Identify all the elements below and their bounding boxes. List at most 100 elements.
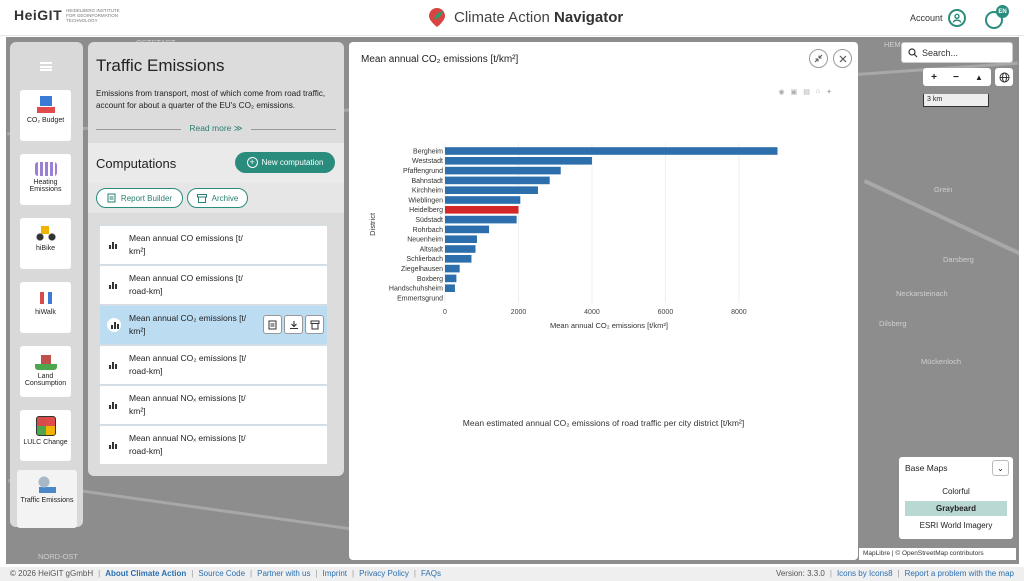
- chart-modal: Mean annual CO₂ emissions [t/km²] ◉ ▣ ▤ …: [349, 42, 858, 560]
- tool-hibike[interactable]: hiBike: [20, 218, 71, 269]
- language-selector[interactable]: EN: [984, 5, 1010, 31]
- y-tick-label: Boxberg: [417, 276, 443, 283]
- basemap-option-selected[interactable]: Graybeard: [905, 501, 1007, 516]
- tool-co2-budget[interactable]: CO₂ Budget: [20, 90, 71, 141]
- map-label: NORD-OST: [38, 552, 78, 561]
- app-title: Climate Action Navigator: [426, 6, 623, 28]
- basemap-option[interactable]: ESRI World Imagery: [919, 521, 993, 530]
- list-item[interactable]: Mean annual CO emissions [t/km²]: [100, 226, 327, 265]
- bar-chart-icon: [109, 441, 117, 449]
- autoscale-icon[interactable]: ✦: [826, 89, 832, 96]
- read-more-link[interactable]: Read more ≫: [96, 123, 336, 134]
- map-label: Darsberg: [943, 255, 974, 264]
- tool-traffic-emissions[interactable]: Traffic Emissions: [17, 470, 77, 528]
- plot-area[interactable]: ◉ ▣ ▤ ⌂ ✦ 0 2000 4000 6000 8000 Bergheim Wests…: [363, 83, 844, 403]
- archive-item-button[interactable]: [305, 315, 324, 334]
- archive-button[interactable]: Archive: [187, 188, 248, 208]
- report-builder-button[interactable]: Report Builder: [96, 188, 183, 208]
- menu-icon[interactable]: [40, 62, 52, 71]
- basemap-option[interactable]: Colorful: [942, 487, 970, 496]
- download-button[interactable]: [284, 315, 303, 334]
- item-title: Mean annual CO emissions [t/: [129, 233, 243, 243]
- account-label: Account: [910, 13, 943, 23]
- basemap-switcher: Base Maps ⌄ Colorful Graybeard ESRI Worl…: [899, 457, 1013, 539]
- bar-chart-icon: [109, 361, 117, 369]
- tool-label: CO₂ Budget: [26, 117, 65, 124]
- chevron-down-icon[interactable]: ⌄: [992, 460, 1009, 476]
- item-unit: road-km]: [129, 446, 163, 456]
- collapse-icon: [814, 54, 823, 63]
- list-item[interactable]: Mean annual CO emissions [t/road-km]: [100, 266, 327, 305]
- camera-icon[interactable]: ◉: [778, 89, 785, 96]
- bar: [445, 255, 472, 263]
- user-icon: [947, 9, 966, 27]
- map-label: HEM: [884, 40, 901, 49]
- footer-link-source[interactable]: Source Code: [198, 569, 246, 578]
- y-tick-label: Handschuhsheim: [389, 286, 443, 293]
- footer-link-about[interactable]: About Climate Action: [105, 569, 187, 578]
- panel-title: Traffic Emissions: [96, 56, 225, 75]
- zoom-out-icon[interactable]: ▤: [803, 89, 810, 96]
- close-button[interactable]: [833, 49, 852, 68]
- bar: [445, 196, 521, 204]
- logo-subtitle: Heidelberg Institute for Geoinformation …: [66, 7, 120, 23]
- basemaps-title: Base Maps: [905, 463, 948, 473]
- plus-icon: +: [246, 157, 258, 168]
- home-icon[interactable]: ⌂: [815, 88, 821, 95]
- y-tick-label: Wieblingen: [408, 197, 443, 204]
- tool-lulc-change[interactable]: LULC Change: [20, 410, 71, 461]
- tool-land-consumption[interactable]: Land Consumption: [20, 346, 71, 397]
- list-item[interactable]: Mean annual NOₓ emissions [t/km²]: [100, 386, 327, 425]
- plot-modebar: ◉ ▣ ▤ ⌂ ✦: [779, 88, 832, 96]
- new-computation-button[interactable]: + New computation: [235, 152, 335, 173]
- zoom-controls: + − ▲: [923, 68, 991, 86]
- modal-title: Mean annual CO₂ emissions [t/km²]: [361, 54, 519, 65]
- bar: [445, 284, 455, 292]
- zoom-in-icon[interactable]: ▣: [790, 89, 798, 96]
- y-tick-label: Südstadt: [415, 217, 443, 224]
- y-tick-label: Weststadt: [412, 158, 443, 165]
- tool-panel: Traffic Emissions Emissions from transpo…: [88, 42, 344, 476]
- bar: [445, 274, 457, 283]
- heigit-logo[interactable]: HeiGIT Heidelberg Institute for Geoinfor…: [14, 7, 121, 23]
- co2-budget-icon: [34, 96, 57, 114]
- bar-chart-icon: [107, 318, 121, 332]
- bar-chart-icon: [109, 281, 117, 289]
- list-item[interactable]: Mean annual NOₓ emissions [t/road-km]: [100, 426, 327, 465]
- computations-title: Computations: [96, 156, 177, 171]
- bar-chart: 0 2000 4000 6000 8000 Bergheim Weststadt Pfaffe…: [368, 143, 778, 330]
- item-unit: road-km]: [129, 286, 163, 296]
- document-icon: [107, 193, 116, 203]
- bar: [445, 206, 519, 214]
- list-item[interactable]: Mean annual CO₂ emissions [t/road-km]: [100, 346, 327, 385]
- chart-caption: Mean estimated annual CO₂ emissions of r…: [462, 418, 745, 428]
- x-tick-label: 2000: [511, 309, 527, 316]
- footer-link-partner[interactable]: Partner with us: [257, 569, 311, 578]
- x-tick-label: 8000: [731, 309, 747, 316]
- tool-heating-emissions[interactable]: Heating Emissions: [20, 154, 71, 205]
- map-search-input[interactable]: Search...: [901, 42, 1013, 63]
- report-button[interactable]: [263, 315, 282, 334]
- list-item-selected[interactable]: Mean annual CO₂ emissions [t/km²]: [100, 306, 327, 345]
- footer-link-imprint[interactable]: Imprint: [322, 569, 347, 578]
- app-title-bold: Navigator: [554, 8, 624, 26]
- map-attribution[interactable]: MapLibre | © OpenStreetMap contributors: [859, 548, 1016, 560]
- panel-description: Emissions from transport, most of which …: [96, 89, 326, 110]
- tool-label: LULC Change: [23, 439, 68, 446]
- account-button[interactable]: Account: [910, 9, 966, 27]
- globe-button[interactable]: [995, 68, 1013, 86]
- computation-list[interactable]: Mean annual CO emissions [t/km²] Mean an…: [99, 225, 328, 465]
- footer-link-report-problem[interactable]: Report a problem with the map: [904, 569, 1014, 578]
- collapse-button[interactable]: [809, 49, 828, 68]
- footer-link-icons8[interactable]: Icons by Icons8: [836, 569, 893, 578]
- footer-link-privacy[interactable]: Privacy Policy: [359, 569, 409, 578]
- car-emissions-icon: [36, 476, 58, 494]
- zoom-out-button[interactable]: −: [953, 71, 959, 83]
- tool-hiwalk[interactable]: hiWalk: [20, 282, 71, 333]
- compass-icon[interactable]: ▲: [975, 72, 983, 82]
- land-icon: [34, 352, 57, 370]
- footer-link-faqs[interactable]: FAQs: [420, 569, 441, 578]
- bar: [445, 264, 460, 273]
- zoom-in-button[interactable]: +: [931, 71, 937, 83]
- y-axis-label: District: [368, 212, 377, 236]
